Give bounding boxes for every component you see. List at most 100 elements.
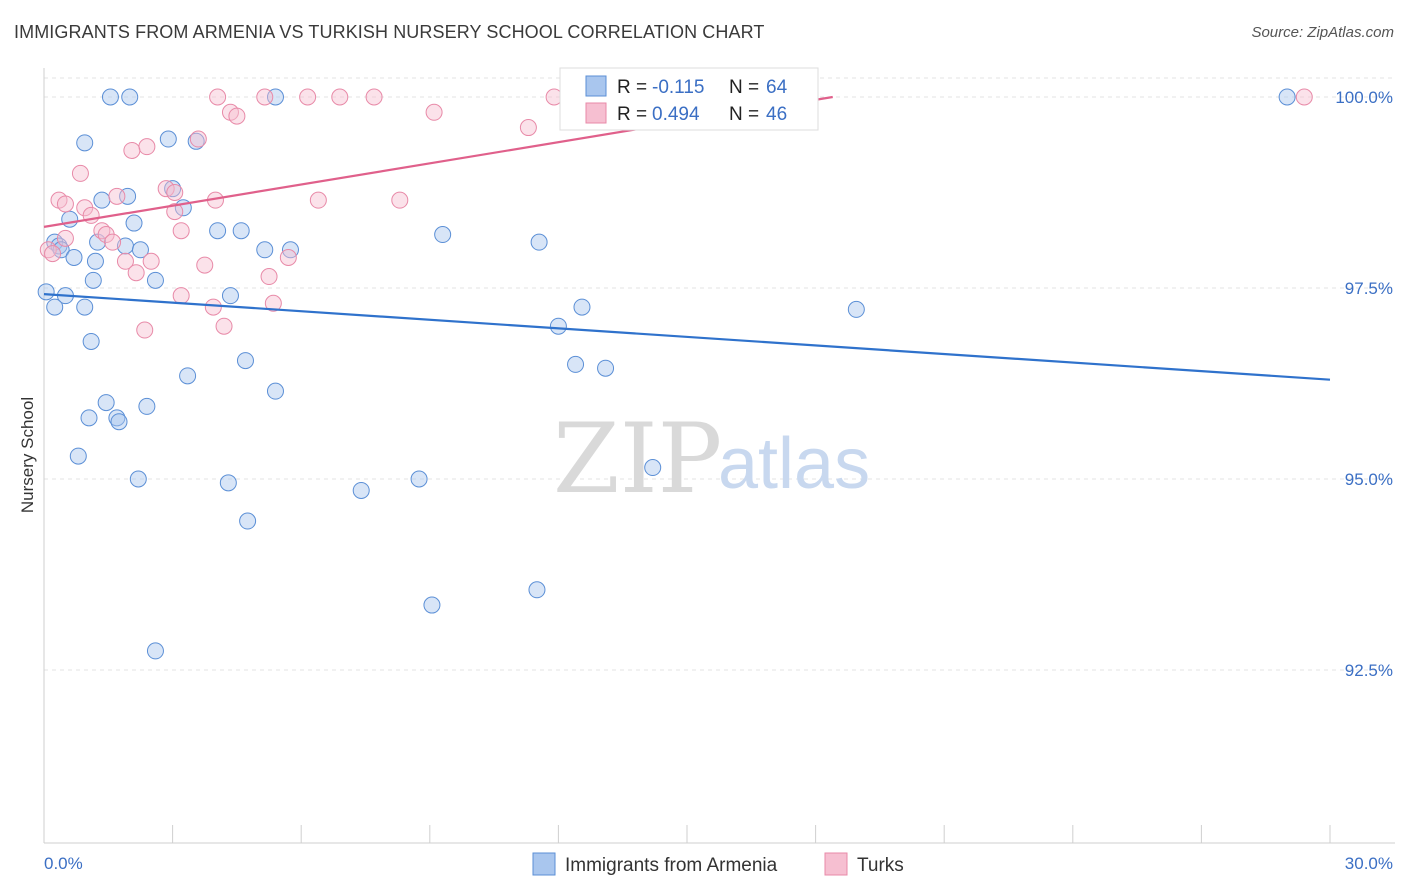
point-armenia: [644, 459, 662, 477]
point-turks: [142, 252, 160, 270]
point-armenia: [219, 474, 237, 492]
point-armenia: [138, 397, 156, 415]
point-turks: [309, 191, 327, 209]
point-turks: [172, 287, 190, 305]
point-turks: [204, 298, 222, 316]
watermark: ZIP atlas: [553, 403, 870, 515]
point-armenia: [209, 222, 227, 240]
point-armenia: [410, 470, 428, 488]
y-tick-label: 92.5%: [1345, 661, 1393, 680]
point-armenia: [146, 271, 164, 289]
point-turks: [56, 195, 74, 213]
point-armenia: [129, 470, 147, 488]
trend-lines: [43, 95, 1331, 381]
point-turks: [108, 187, 126, 205]
point-turks: [331, 88, 349, 106]
point-turks: [189, 130, 207, 148]
watermark-atlas: atlas: [718, 424, 870, 504]
legend-n-value-turks: 46: [766, 104, 787, 125]
point-armenia: [76, 134, 94, 152]
point-armenia: [232, 222, 250, 240]
point-armenia: [76, 298, 94, 316]
point-turks: [56, 229, 74, 247]
tick-labels: 92.5% 95.0% 97.5% 100.0% 0.0% 30.0%: [44, 88, 1393, 873]
point-turks: [279, 248, 297, 266]
chart-source: Source: ZipAtlas.com: [1251, 24, 1394, 41]
point-armenia: [101, 88, 119, 106]
point-armenia: [597, 359, 615, 377]
point-armenia: [146, 642, 164, 660]
point-armenia: [239, 512, 257, 530]
point-turks: [138, 138, 156, 156]
point-armenia: [82, 332, 100, 350]
point-turks: [519, 119, 537, 137]
point-armenia: [93, 191, 111, 209]
point-armenia: [110, 413, 128, 431]
x-tick-label: 0.0%: [44, 854, 83, 873]
chart-title: IMMIGRANTS FROM ARMENIA VS TURKISH NURSE…: [14, 22, 765, 42]
point-turks: [228, 107, 246, 125]
point-armenia: [423, 596, 441, 614]
point-turks: [209, 88, 227, 106]
point-armenia: [567, 355, 585, 373]
point-armenia: [549, 317, 567, 335]
point-armenia: [1278, 88, 1296, 106]
y-tick-label: 95.0%: [1345, 470, 1393, 489]
data-points: [37, 88, 1313, 660]
point-armenia: [530, 233, 548, 251]
point-turks: [166, 203, 184, 221]
legend-n-label-armenia: N =: [729, 77, 759, 98]
point-armenia: [179, 367, 197, 385]
point-turks: [196, 256, 214, 274]
point-turks: [391, 191, 409, 209]
point-turks: [365, 88, 383, 106]
point-armenia: [97, 394, 115, 412]
x-tick-label: 30.0%: [1345, 854, 1393, 873]
point-turks: [172, 222, 190, 240]
point-turks: [299, 88, 317, 106]
correlation-legend: R = -0.115 N = 64 R = 0.494 N = 46: [559, 67, 819, 131]
point-armenia: [86, 252, 104, 270]
point-turks: [116, 252, 134, 270]
legend-r-label-turks: R =: [617, 104, 647, 125]
legend-swatch-armenia: [585, 75, 607, 97]
point-turks: [71, 164, 89, 182]
legend-r-value-armenia: -0.115: [652, 77, 704, 98]
point-turks: [256, 88, 274, 106]
point-armenia: [221, 287, 239, 305]
point-armenia: [236, 352, 254, 370]
series-legend-swatch-armenia: [532, 852, 556, 876]
point-turks: [123, 141, 141, 159]
point-armenia: [573, 298, 591, 316]
legend-n-value-armenia: 64: [766, 77, 788, 98]
series-legend-swatch-turks: [824, 852, 848, 876]
point-armenia: [52, 241, 70, 259]
point-armenia: [434, 226, 452, 244]
point-turks: [264, 294, 282, 312]
point-turks: [425, 103, 443, 121]
point-armenia: [847, 300, 865, 318]
point-armenia: [131, 241, 149, 259]
point-armenia: [46, 298, 64, 316]
legend-swatch-turks: [585, 102, 607, 124]
point-armenia: [528, 581, 546, 599]
trend-line-armenia: [43, 293, 1331, 381]
point-turks: [157, 180, 175, 198]
point-armenia: [159, 130, 177, 148]
legend-r-value-turks: 0.494: [652, 104, 700, 125]
series-legend: Immigrants from Armenia Turks: [532, 852, 904, 876]
point-armenia: [69, 447, 87, 465]
point-armenia: [121, 88, 139, 106]
legend-n-label-turks: N =: [729, 104, 759, 125]
point-turks: [260, 268, 278, 286]
point-armenia: [65, 248, 83, 266]
series-legend-label-armenia: Immigrants from Armenia: [565, 855, 778, 876]
point-turks: [136, 321, 154, 339]
point-armenia: [352, 481, 370, 499]
point-armenia: [61, 210, 79, 228]
gridlines: [44, 77, 1395, 671]
point-turks: [44, 245, 62, 263]
point-armenia: [84, 271, 102, 289]
watermark-zip: ZIP: [553, 403, 722, 515]
point-turks: [1295, 88, 1313, 106]
